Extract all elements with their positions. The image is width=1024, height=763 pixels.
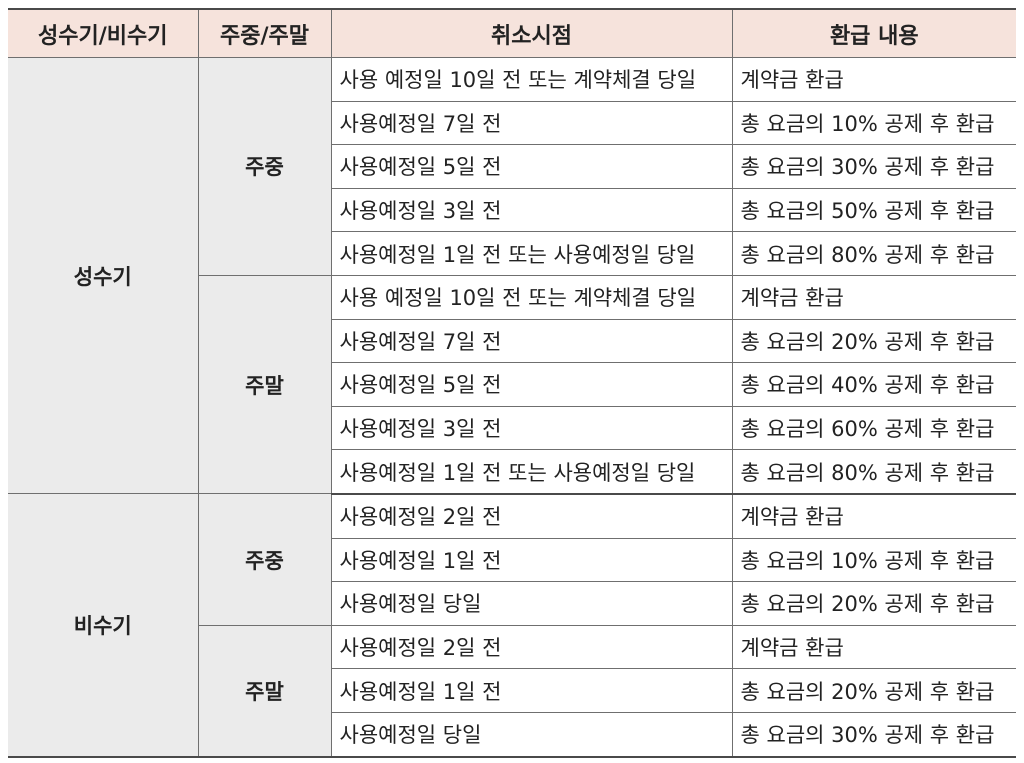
cancel-time-cell: 사용예정일 당일 [330, 581, 732, 626]
refund-cell: 총 요금의 20% 공제 후 환급 [731, 668, 1016, 713]
cancel-time-cell: 사용 예정일 10일 전 또는 계약체결 당일 [330, 57, 732, 102]
refund-cell: 총 요금의 30% 공제 후 환급 [731, 144, 1016, 189]
refund-cell: 계약금 환급 [731, 275, 1016, 320]
season-label: 비수기 [8, 493, 198, 757]
table-row: 사용예정일 1일 전 또는 사용예정일 당일 총 요금의 80% 공제 후 환급 [8, 231, 1016, 276]
refund-cell: 총 요금의 20% 공제 후 환급 [731, 581, 1016, 626]
refund-cell: 총 요금의 60% 공제 후 환급 [731, 406, 1016, 451]
refund-cell: 총 요금의 80% 공제 후 환급 [731, 231, 1016, 276]
daytype-label: 주중 [197, 493, 331, 626]
header-season: 성수기/비수기 [8, 9, 198, 58]
header-row: 성수기/비수기 주중/주말 취소시점 환급 내용 [8, 9, 1016, 58]
cancel-time-cell: 사용예정일 7일 전 [330, 319, 732, 364]
refund-cell: 총 요금의 10% 공제 후 환급 [731, 538, 1016, 583]
refund-cell: 총 요금의 10% 공제 후 환급 [731, 101, 1016, 146]
table-row: 주말 사용 예정일 10일 전 또는 계약체결 당일 계약금 환급 [8, 275, 1016, 495]
cancel-time-cell: 사용예정일 7일 전 [330, 101, 732, 146]
header-refund: 환급 내용 [731, 9, 1016, 58]
cancel-time-cell: 사용예정일 3일 전 [330, 406, 732, 451]
cancel-time-cell: 사용예정일 5일 전 [330, 362, 732, 407]
cancel-time-cell: 사용예정일 1일 전 또는 사용예정일 당일 [330, 231, 732, 276]
cancel-time-cell: 사용예정일 1일 전 또는 사용예정일 당일 [330, 449, 732, 495]
daytype-label: 주중 [197, 57, 331, 276]
refund-cell: 총 요금의 80% 공제 후 환급 [731, 449, 1016, 495]
table-body: 성수기 주중 사용 예정일 10일 전 또는 계약체결 당일 계약금 환급 사용예정일 … [8, 57, 1016, 758]
daytype-label: 주말 [197, 625, 331, 758]
refund-cell: 총 요금의 50% 공제 후 환급 [731, 188, 1016, 233]
refund-cell: 계약금 환급 [731, 625, 1016, 670]
table-row: 주말 사용예정일 2일 전 계약금 환급 [8, 625, 1016, 758]
cancel-time-cell: 사용예정일 1일 전 [330, 538, 732, 583]
table-row: 사용예정일 1일 전 또는 사용예정일 당일 총 요금의 80% 공제 후 환급 [8, 449, 1016, 495]
table-row: 사용예정일 당일 총 요금의 30% 공제 후 환급 [8, 712, 1016, 757]
refund-cell: 총 요금의 20% 공제 후 환급 [731, 319, 1016, 364]
cancel-time-cell: 사용예정일 2일 전 [330, 493, 732, 539]
refund-policy-container: 성수기/비수기 주중/주말 취소시점 환급 내용 성수기 주중 사용 예정일 10일… [8, 8, 1016, 758]
refund-cell: 계약금 환급 [731, 493, 1016, 539]
refund-cell: 계약금 환급 [731, 57, 1016, 102]
table-row: 성수기 주중 사용 예정일 10일 전 또는 계약체결 당일 계약금 환급 [8, 57, 1016, 495]
cancel-time-cell: 사용예정일 당일 [330, 712, 732, 757]
season-label: 성수기 [8, 57, 198, 495]
refund-cell: 총 요금의 40% 공제 후 환급 [731, 362, 1016, 407]
table-row: 비수기 주중 사용예정일 2일 전 계약금 환급 [8, 493, 1016, 757]
refund-policy-table: 성수기/비수기 주중/주말 취소시점 환급 내용 성수기 주중 사용 예정일 10일… [8, 8, 1016, 758]
cancel-time-cell: 사용예정일 2일 전 [330, 625, 732, 670]
cancel-time-cell: 사용예정일 5일 전 [330, 144, 732, 189]
cancel-time-cell: 사용예정일 1일 전 [330, 668, 732, 713]
cancel-time-cell: 사용예정일 3일 전 [330, 188, 732, 233]
header-cancel-time: 취소시점 [330, 9, 732, 58]
cancel-time-cell: 사용 예정일 10일 전 또는 계약체결 당일 [330, 275, 732, 320]
refund-cell: 총 요금의 30% 공제 후 환급 [731, 712, 1016, 757]
daytype-label: 주말 [197, 275, 331, 495]
table-row: 사용예정일 당일 총 요금의 20% 공제 후 환급 [8, 581, 1016, 626]
header-daytype: 주중/주말 [197, 9, 331, 58]
